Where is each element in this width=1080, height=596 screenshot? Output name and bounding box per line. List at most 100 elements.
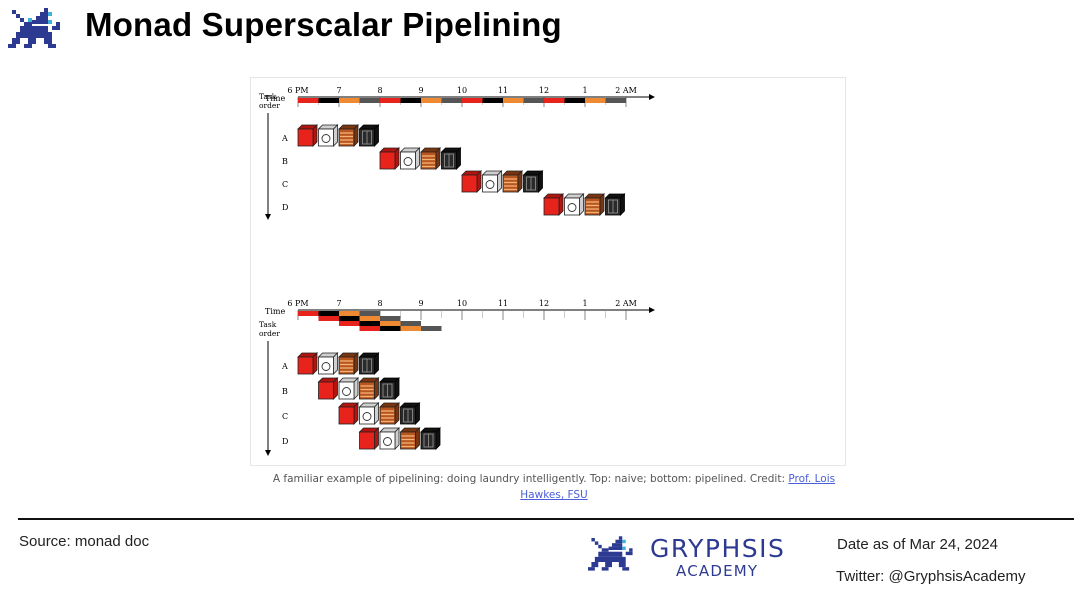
naive-hour-label: 1 xyxy=(582,86,587,95)
pipelined-schedule-bar xyxy=(380,326,401,331)
pipelined-hour-label: 8 xyxy=(377,299,382,308)
pipelined-schedule-bar xyxy=(298,311,319,316)
storer-side xyxy=(435,427,441,450)
pipelined-order-arrowhead xyxy=(265,450,271,456)
dryer-door-icon xyxy=(567,203,577,212)
naive-task-D-washer-icon xyxy=(543,193,564,216)
folder-side xyxy=(517,170,523,193)
washer-side xyxy=(476,170,482,193)
pipelined-task-C-label: C xyxy=(282,412,288,421)
folder-side xyxy=(353,124,359,147)
pipelined-schedule-bar xyxy=(359,321,380,326)
naive-task-D-storer-icon xyxy=(604,193,626,216)
pipelined-task-A-storer-icon xyxy=(358,352,380,375)
pipelined-time-label: Time xyxy=(265,307,285,316)
naive-schedule-bar xyxy=(523,98,544,103)
naive-schedule-bar xyxy=(339,98,360,103)
naive-task-C-folder-icon xyxy=(502,170,523,193)
folder-side xyxy=(374,377,379,400)
naive-schedule-bar xyxy=(441,98,462,103)
date-text: Date as of Mar 24, 2024 xyxy=(837,536,998,553)
naive-axis-arrowhead xyxy=(649,94,655,100)
naive-task-A-storer-icon xyxy=(358,124,380,147)
pipelined-task-D-label: D xyxy=(282,437,288,446)
washer-side xyxy=(353,402,359,425)
washer-front xyxy=(297,128,314,147)
naive-schedule-bar xyxy=(482,98,503,103)
pipelined-schedule-bar xyxy=(380,316,401,321)
naive-task-B-folder-icon xyxy=(420,147,441,170)
pipelined-hour-label: 7 xyxy=(336,299,341,308)
pipelined-hour-label: 2 AM xyxy=(615,299,637,308)
pipelined-schedule-bar xyxy=(359,326,380,331)
pipelined-task-C-washer-icon xyxy=(338,402,359,425)
brand-name: GRYPHSIS xyxy=(650,534,786,563)
pipelined-task-B-label: B xyxy=(282,387,288,396)
dryer-side xyxy=(415,147,420,170)
washer-front xyxy=(318,381,334,400)
folder-side xyxy=(435,147,441,170)
naive-schedule-bar xyxy=(421,98,442,103)
caption-text: A familiar example of pipelining: doing … xyxy=(272,473,789,485)
naive-schedule-bar xyxy=(462,98,483,103)
naive-task-C-dryer-icon xyxy=(481,170,503,193)
pipelining-figure: Time Task order 6 PM 7 8 9 10 11 12 1 2 AM A B C D Time T… xyxy=(250,77,846,466)
pipelined-task-C-folder-icon xyxy=(379,402,400,425)
pipelined-schedule-bar xyxy=(400,321,421,326)
storer-side xyxy=(456,147,461,170)
dryer-front xyxy=(379,431,396,450)
pipelined-task-D-dryer-icon xyxy=(379,427,400,450)
dryer-door-icon xyxy=(403,157,413,166)
pipelined-task-B-dryer-icon xyxy=(338,377,359,400)
pipelined-schedule-bar xyxy=(339,311,360,316)
naive-schedule-bar xyxy=(318,98,339,103)
washer-front xyxy=(379,151,396,170)
credit-link[interactable]: Prof. Lois Hawkes, FSU xyxy=(520,473,836,501)
naive-hour-label: 2 AM xyxy=(615,86,637,95)
naive-task-D-label: D xyxy=(282,203,288,212)
pipelined-schedule-bar xyxy=(339,321,360,326)
pipelined-order-label: order xyxy=(259,329,280,338)
pipelined-hour-label: 11 xyxy=(498,299,508,308)
folder-side xyxy=(394,402,400,425)
figure-caption: A familiar example of pipelining: doing … xyxy=(254,471,854,503)
twitter-handle: Twitter: @GryphsisAcademy xyxy=(836,568,1026,585)
dryer-door-icon xyxy=(342,387,351,396)
pipelined-schedule-bar xyxy=(380,321,401,326)
pipelined-hour-label: 10 xyxy=(457,299,467,308)
pipelined-task-label: Task xyxy=(259,320,277,329)
naive-task-C-storer-icon xyxy=(522,170,544,193)
pipelined-task-D-folder-icon xyxy=(399,427,421,450)
naive-task-A-dryer-icon xyxy=(317,124,339,147)
naive-schedule-bar xyxy=(359,98,380,103)
naive-schedule-bar xyxy=(564,98,585,103)
folder-side xyxy=(353,352,359,375)
washer-side xyxy=(394,147,400,170)
naive-task-A-folder-icon xyxy=(338,124,359,147)
washer-front xyxy=(543,197,560,216)
dryer-side xyxy=(579,193,584,216)
naive-schedule-bar xyxy=(400,98,421,103)
washer-side xyxy=(374,427,379,450)
naive-schedule-bar xyxy=(380,98,401,103)
folder-side xyxy=(415,427,420,450)
dryer-front xyxy=(338,381,355,400)
storer-side xyxy=(394,377,400,400)
pipelined-schedule-bar xyxy=(400,326,421,331)
washer-side xyxy=(312,352,318,375)
naive-schedule-bar xyxy=(298,98,319,103)
naive-task-B-label: B xyxy=(282,157,288,166)
washer-front xyxy=(338,406,355,425)
pipelined-schedule-bar xyxy=(359,316,380,321)
pipelined-task-A-washer-icon xyxy=(297,352,318,375)
naive-task-label: Task xyxy=(259,92,277,101)
naive-hour-label: 8 xyxy=(377,86,382,95)
naive-schedule-bar xyxy=(605,98,626,103)
naive-hour-label: 9 xyxy=(418,86,423,95)
pipelined-schedule-bar xyxy=(339,316,360,321)
dryer-front xyxy=(482,174,498,193)
pipelined-task-C-storer-icon xyxy=(399,402,421,425)
naive-hour-label: 11 xyxy=(498,86,508,95)
page-title: Monad Superscalar Pipelining xyxy=(85,6,562,43)
